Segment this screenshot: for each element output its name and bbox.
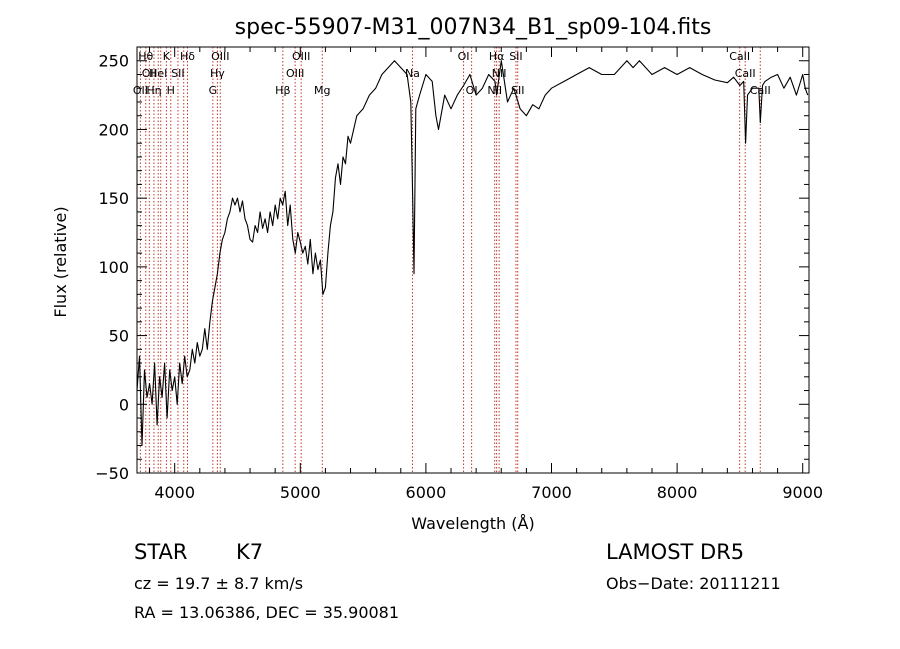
observation-date: Obs−Date: 20111211: [606, 574, 781, 593]
redshift-velocity: cz = 19.7 ± 8.7 km/s: [134, 574, 304, 593]
chart-title: spec-55907-M31_007N34_B1_sp09-104.fits: [235, 15, 712, 40]
spectral-line-label: Hη: [146, 84, 161, 97]
spectral-line-label: CaII: [750, 84, 771, 97]
spectral-line-label: Mg: [314, 84, 330, 97]
spectral-line-label: OII: [142, 67, 157, 80]
line-labels: OIIHθOIIHηHeIKHSIIHδGHγOIIIHβOIIIOIIIMgN…: [133, 50, 771, 97]
coordinates: RA = 13.06386, DEC = 35.90081: [134, 603, 400, 622]
axis-ticks: 4000 5000 6000 7000 8000 9000 −50 0 50 100 150 200 2…: [95, 46, 823, 502]
x-tick-label: 9000: [782, 483, 823, 502]
spectral-line-label: OI: [466, 84, 478, 97]
x-axis-label: Wavelength (Å): [411, 514, 534, 533]
y-tick-label: −50: [95, 464, 129, 483]
object-class: STAR: [134, 540, 188, 564]
x-tick-label: 7000: [531, 483, 572, 502]
spectrum-line: [136, 60, 809, 447]
spectral-line-label: NII: [492, 67, 507, 80]
spectral-line-label: SII: [509, 50, 522, 63]
y-tick-label: 200: [98, 120, 129, 139]
y-tick-label: 250: [98, 52, 129, 71]
plot-frame: [136, 46, 810, 474]
spectral-line-label: Hδ: [180, 50, 195, 63]
survey-name: LAMOST DR5: [606, 540, 745, 564]
spectral-line-label: Hγ: [210, 67, 225, 80]
spectral-line-label: G: [209, 84, 218, 97]
y-tick-label: 50: [109, 327, 129, 346]
spectral-line-label: HeI: [149, 67, 167, 80]
spectral-line-label: NII: [487, 84, 502, 97]
spectral-line-label: OIII: [286, 67, 304, 80]
spectral-line-label: Hβ: [275, 84, 290, 97]
x-tick-label: 8000: [657, 483, 698, 502]
spectral-line-markers: [139, 47, 761, 473]
spectral-line-label: CaII: [729, 50, 750, 63]
x-tick-label: 6000: [406, 483, 447, 502]
spectral-line-label: OIII: [211, 50, 229, 63]
spectral-line-label: OI: [458, 50, 470, 63]
spectral-line-label: SII: [171, 67, 184, 80]
spectral-line-label: Hα: [489, 50, 505, 63]
spectral-line-label: OIII: [292, 50, 310, 63]
spectrum-series: [136, 60, 809, 447]
y-tick-label: 100: [98, 258, 129, 277]
spectral-line-label: CaII: [735, 67, 756, 80]
y-tick-label: 150: [98, 189, 129, 208]
y-axis-label: Flux (relative): [51, 206, 70, 317]
spectral-line-label: Na: [405, 67, 420, 80]
spectral-line-label: H: [167, 84, 175, 97]
spectral-line-label: K: [163, 50, 171, 63]
x-tick-label: 5000: [280, 483, 321, 502]
spectral-line-label: SII: [511, 84, 524, 97]
spectral-line-label: OII: [133, 84, 148, 97]
y-tick-label: 0: [119, 395, 129, 414]
spectral-line-label: Hθ: [138, 50, 153, 63]
x-tick-label: 4000: [154, 483, 195, 502]
object-subclass: K7: [236, 540, 264, 564]
